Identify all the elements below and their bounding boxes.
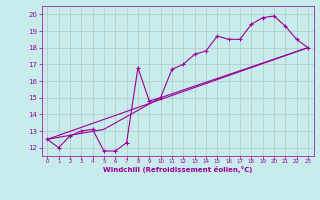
X-axis label: Windchill (Refroidissement éolien,°C): Windchill (Refroidissement éolien,°C) [103, 166, 252, 173]
